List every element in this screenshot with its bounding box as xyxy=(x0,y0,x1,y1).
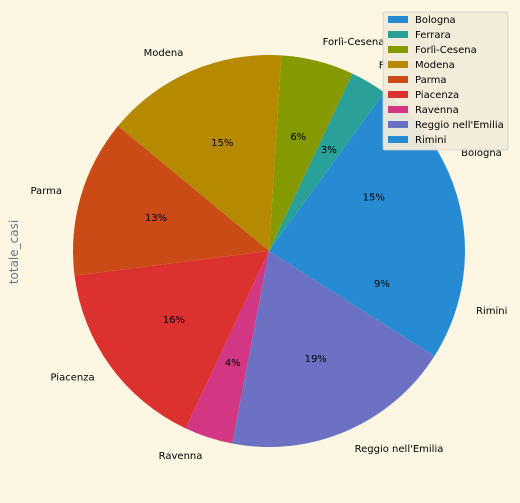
legend-swatch-ravenna xyxy=(388,106,408,113)
legend-swatch-piacenza xyxy=(388,91,408,98)
percent-label-forli-cesena: 6% xyxy=(290,132,306,143)
percent-label-reggio-nell-emilia: 19% xyxy=(305,354,327,365)
legend: Bologna Ferrara Forlì-Cesena Modena Parma Pia… xyxy=(382,11,509,151)
pie-slice-piacenza xyxy=(74,251,269,429)
legend-swatch-bologna xyxy=(388,16,408,23)
legend-label-piacenza: Piacenza xyxy=(415,90,459,101)
legend-label-forli-cesena: Forlì-Cesena xyxy=(415,44,477,56)
legend-swatch-rimini xyxy=(388,136,408,143)
slice-label-piacenza: Piacenza xyxy=(50,373,94,384)
slice-label-bologna: Bologna xyxy=(461,148,502,159)
legend-swatch-parma xyxy=(388,76,408,83)
percent-label-bologna: 15% xyxy=(363,193,385,204)
pie-slices xyxy=(73,55,465,448)
legend-label-parma: Parma xyxy=(415,75,447,86)
legend-box xyxy=(382,11,509,151)
pie-slice-ferrara xyxy=(269,73,385,252)
slice-label-parma: Parma xyxy=(30,186,62,197)
percent-label-rimini: 9% xyxy=(374,279,390,290)
legend-label-ferrara: Ferrara xyxy=(415,30,451,41)
percent-label-piacenza: 16% xyxy=(163,315,185,326)
pie-slice-modena xyxy=(117,55,282,251)
percent-label-ravenna: 4% xyxy=(225,358,241,369)
legend-label-rimini: Rimini xyxy=(415,135,446,146)
slice-label-forli-cesena: Forlì-Cesena xyxy=(323,36,385,48)
y-axis-label: totale_casi xyxy=(7,220,21,284)
pie-slice-rimini xyxy=(269,251,465,357)
legend-label-ravenna: Ravenna xyxy=(415,105,459,116)
percent-label-modena: 15% xyxy=(211,138,233,149)
legend-label-bologna: Bologna xyxy=(415,15,456,26)
slice-label-ravenna: Ravenna xyxy=(159,451,203,462)
legend-swatch-forli-cesena xyxy=(388,46,408,53)
legend-swatch-modena xyxy=(388,61,408,68)
legend-label-modena: Modena xyxy=(415,60,455,71)
legend-swatch-ferrara xyxy=(388,31,408,38)
pie-slice-forli-cesena xyxy=(269,55,353,251)
legend-label-reggio-nell-emilia: Reggio nell'Emilia xyxy=(415,120,504,131)
slice-label-rimini: Rimini xyxy=(476,306,507,317)
percent-label-ferrara: 3% xyxy=(321,145,337,156)
legend-swatch-reggio-nell-emilia xyxy=(388,121,408,128)
pie-slice-ravenna xyxy=(185,251,269,444)
pie-slice-parma xyxy=(73,126,270,276)
pie-slice-reggio-nell-emilia xyxy=(232,251,435,448)
slice-label-modena: Modena xyxy=(144,48,184,59)
slice-label-reggio-nell-emilia: Reggio nell'Emilia xyxy=(355,444,444,455)
percent-labels: 15% 3% 6% 15% 13% 16% 4% 19% 9% xyxy=(145,132,390,369)
percent-label-parma: 13% xyxy=(145,213,167,224)
